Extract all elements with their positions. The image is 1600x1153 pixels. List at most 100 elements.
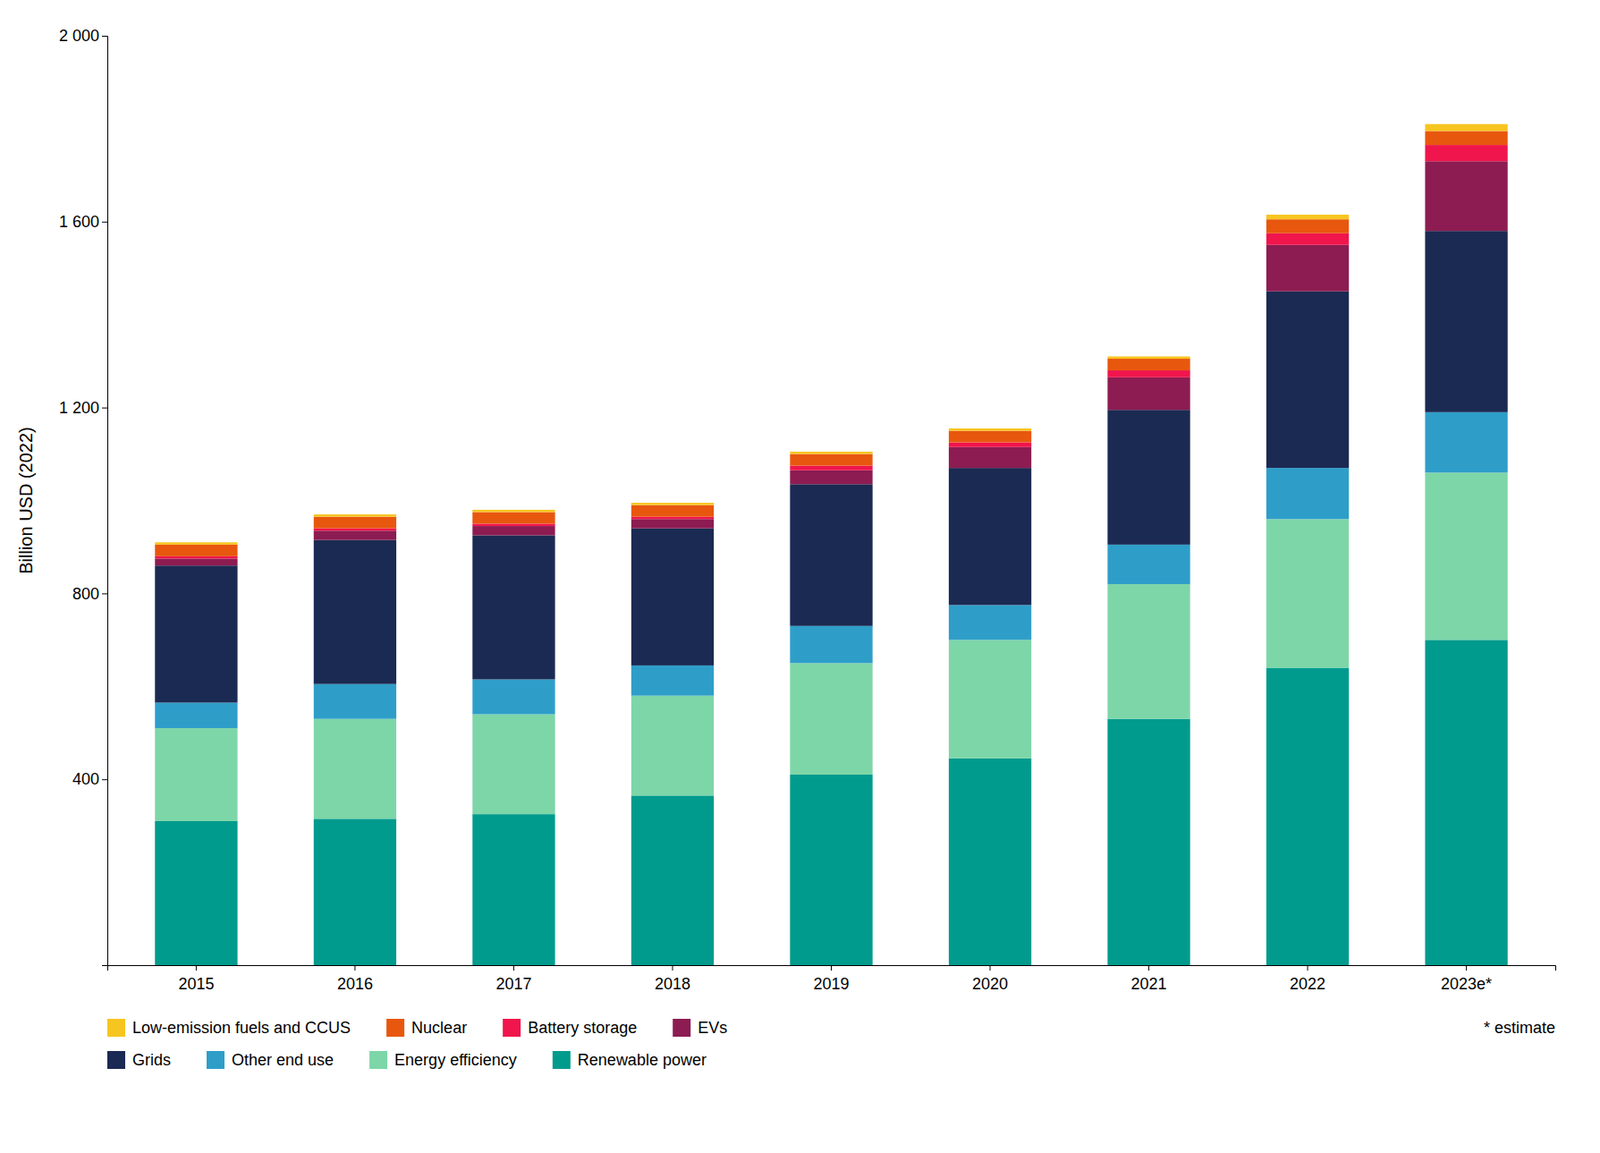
bar-segment bbox=[789, 454, 872, 466]
legend-label: EVs bbox=[697, 1018, 728, 1037]
x-tick-label: 2016 bbox=[337, 974, 373, 993]
chart: 201520162017201820192020202120222023e*40… bbox=[0, 0, 1600, 1153]
legend-label: Energy efficiency bbox=[394, 1050, 517, 1069]
x-tick: 2017 bbox=[495, 965, 532, 993]
x-axis: 201520162017201820192020202120222023e* bbox=[108, 965, 1557, 993]
bar-segment bbox=[313, 540, 397, 685]
legend-item: EVs bbox=[672, 1018, 728, 1037]
legend-item: Battery storage bbox=[502, 1018, 637, 1037]
x-tick-mark bbox=[671, 965, 673, 971]
x-tick: 2016 bbox=[337, 965, 373, 993]
y-tick: 1 200 bbox=[59, 398, 108, 417]
bar-segment bbox=[1424, 124, 1507, 132]
legend-item: Nuclear bbox=[386, 1018, 467, 1037]
bar-segment bbox=[313, 684, 397, 720]
bar-segment bbox=[1424, 639, 1507, 966]
legend-swatch bbox=[369, 1050, 388, 1069]
x-tick-label: 2020 bbox=[972, 974, 1008, 993]
legend-item: Other end use bbox=[206, 1050, 334, 1069]
x-tick: 2020 bbox=[972, 965, 1008, 993]
bar-segment bbox=[631, 502, 714, 506]
bar-segment bbox=[1266, 291, 1349, 468]
bar-segment bbox=[1266, 233, 1349, 246]
x-tick-mark bbox=[990, 965, 991, 971]
bar-segment bbox=[472, 511, 555, 524]
bar-segment bbox=[472, 813, 555, 966]
plot: 201520162017201820192020202120222023e*40… bbox=[59, 26, 1557, 993]
bar-segment bbox=[1424, 144, 1507, 161]
bar-segment bbox=[1107, 377, 1190, 410]
bar-segment bbox=[948, 639, 1032, 758]
bar-segment bbox=[1424, 130, 1507, 145]
x-tick-label: 2015 bbox=[177, 974, 214, 993]
bar-segment bbox=[1107, 355, 1190, 359]
bar-segment bbox=[313, 516, 397, 529]
legend-swatch bbox=[502, 1018, 521, 1037]
bar-segment bbox=[789, 465, 872, 471]
x-tick-mark bbox=[830, 965, 832, 971]
series-1 bbox=[154, 472, 1507, 822]
y-tick-mark bbox=[101, 221, 108, 223]
bar-segment bbox=[472, 509, 555, 513]
x-tick: 2022 bbox=[1289, 965, 1326, 993]
bar-segment bbox=[1266, 467, 1349, 519]
legend-swatch bbox=[107, 1050, 126, 1069]
legend-label: Battery storage bbox=[527, 1018, 637, 1037]
bar-segment bbox=[948, 467, 1032, 605]
y-tick-label: 800 bbox=[72, 584, 100, 603]
bar-segment bbox=[948, 447, 1032, 468]
bar-segment bbox=[154, 541, 238, 545]
bar-segment bbox=[154, 544, 238, 557]
annotation: * estimate bbox=[1483, 1018, 1556, 1037]
y-tick-label: 1 600 bbox=[59, 212, 100, 231]
bar-segment bbox=[789, 483, 872, 626]
x-tick-mark bbox=[513, 965, 515, 971]
x-tick: 2015 bbox=[177, 965, 214, 993]
bar-segment bbox=[1266, 214, 1349, 220]
legend-item: Renewable power bbox=[552, 1050, 707, 1069]
bars bbox=[154, 124, 1507, 966]
bar-segment bbox=[1107, 584, 1190, 720]
y-tick-mark bbox=[101, 35, 108, 37]
y-tick-mark bbox=[101, 592, 108, 594]
bar-segment bbox=[1424, 412, 1507, 474]
legend: Low-emission fuels and CCUS Nuclear Batter… bbox=[107, 1018, 728, 1069]
x-tick: 2019 bbox=[812, 965, 849, 993]
bar-segment bbox=[154, 702, 238, 729]
bar-segment bbox=[154, 728, 238, 822]
legend-swatch bbox=[206, 1050, 225, 1069]
x-tick: 2018 bbox=[654, 965, 691, 993]
bar-segment bbox=[1266, 518, 1349, 668]
bar-segment bbox=[1107, 719, 1190, 966]
bar-segment bbox=[789, 662, 872, 775]
bar-segment bbox=[313, 530, 397, 540]
bar-segment bbox=[313, 514, 397, 517]
bar-segment bbox=[948, 442, 1032, 448]
x-tick-mark bbox=[1465, 965, 1467, 971]
bar-segment bbox=[313, 818, 397, 966]
x-tick-mark bbox=[354, 965, 356, 971]
legend-item: Low-emission fuels and CCUS bbox=[107, 1018, 351, 1037]
bar-segment bbox=[631, 518, 714, 528]
bar-segment bbox=[313, 528, 397, 532]
bar-segment bbox=[631, 795, 714, 966]
bar-segment bbox=[1107, 544, 1190, 585]
y-tick-label: 400 bbox=[72, 770, 100, 788]
bar-segment bbox=[1424, 472, 1507, 640]
x-tick-label: 2023e* bbox=[1440, 974, 1492, 993]
legend-label: Other end use bbox=[231, 1050, 334, 1069]
bar-segment bbox=[313, 719, 397, 820]
bar-segment bbox=[1424, 230, 1507, 413]
legend-label: Nuclear bbox=[411, 1018, 467, 1037]
legend-swatch bbox=[107, 1018, 126, 1037]
bar-segment bbox=[472, 679, 555, 715]
legend-swatch bbox=[552, 1050, 571, 1069]
legend-swatch bbox=[386, 1018, 405, 1037]
series-7 bbox=[154, 124, 1507, 545]
bar-segment bbox=[154, 821, 238, 966]
bar-segment bbox=[1266, 219, 1349, 234]
bar-segment bbox=[789, 626, 872, 664]
x-tick-mark bbox=[195, 965, 197, 971]
bar-segment bbox=[631, 665, 714, 696]
bar-segment bbox=[1266, 668, 1349, 966]
